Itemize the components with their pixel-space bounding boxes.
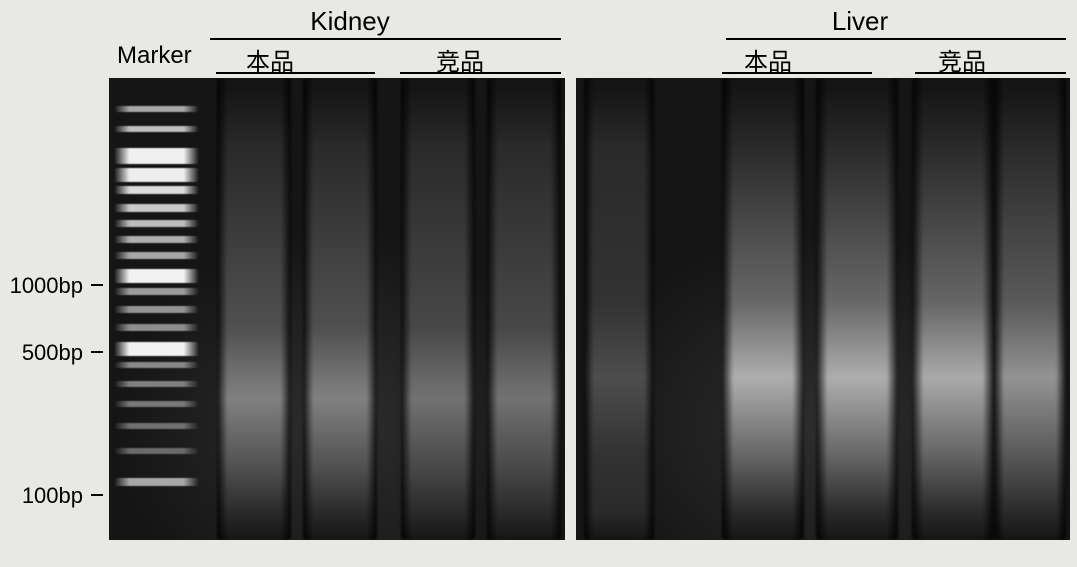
size-label-500bp: 500bp [22, 340, 83, 366]
ladder-band-3 [114, 168, 199, 182]
kidney-benpin-1-smear [217, 78, 291, 540]
ladder-band-12 [114, 324, 199, 331]
liver-jingpin-1-smear [912, 78, 994, 540]
ladder-band-4 [114, 186, 199, 194]
size-tick-1000bp [91, 284, 103, 286]
size-tick-100bp [91, 494, 103, 496]
ladder-band-2 [114, 148, 199, 164]
ladder-band-13 [114, 342, 199, 356]
ladder-band-11 [114, 306, 199, 313]
size-label-1000bp: 1000bp [10, 273, 83, 299]
ladder-band-0 [114, 106, 199, 112]
kidney-jingpin-2 [487, 78, 561, 540]
group-bar-liver-benpin [722, 72, 872, 74]
liver-benpin-1-smear [722, 78, 804, 540]
liver-benpin-2 [816, 78, 898, 540]
kidney-benpin-2 [303, 78, 377, 540]
tissue-label-liver: Liver [832, 6, 888, 37]
ladder-band-19 [114, 478, 199, 486]
ladder-band-17 [114, 423, 199, 429]
kidney-jingpin-2-smear [487, 78, 561, 540]
gel-panel-1 [576, 78, 1070, 540]
ladder-band-6 [114, 220, 199, 227]
liver-blank-smear [584, 78, 654, 540]
marker-lane [114, 78, 199, 540]
ladder-band-18 [114, 448, 199, 454]
group-bar-liver-jingpin [915, 72, 1066, 74]
tissue-label-kidney: Kidney [310, 6, 390, 37]
gel-panel-0 [109, 78, 565, 540]
ladder-band-5 [114, 204, 199, 212]
kidney-jingpin-1 [401, 78, 475, 540]
ladder-band-9 [114, 269, 199, 283]
tissue-bar-kidney [210, 38, 561, 40]
ladder-band-8 [114, 252, 199, 259]
marker-label: Marker [117, 42, 192, 70]
group-bar-kidney-jingpin [400, 72, 561, 74]
ladder-band-10 [114, 288, 199, 295]
liver-blank [584, 78, 654, 540]
size-tick-500bp [91, 351, 103, 353]
ladder-band-15 [114, 381, 199, 387]
ladder-band-16 [114, 401, 199, 407]
kidney-benpin-1 [217, 78, 291, 540]
kidney-jingpin-1-smear [401, 78, 475, 540]
ladder-band-7 [114, 236, 199, 243]
group-bar-kidney-benpin [216, 72, 375, 74]
ladder-band-1 [114, 126, 199, 132]
liver-jingpin-2-smear [994, 78, 1066, 540]
liver-benpin-1 [722, 78, 804, 540]
liver-benpin-2-smear [816, 78, 898, 540]
gel-figure: Kidney Liver Marker 本品 竞品 本品 竞品 1000bp 5… [0, 0, 1077, 567]
tissue-bar-liver [726, 38, 1066, 40]
liver-jingpin-1 [912, 78, 994, 540]
size-label-100bp: 100bp [22, 483, 83, 509]
ladder-band-14 [114, 362, 199, 368]
liver-jingpin-2 [994, 78, 1066, 540]
kidney-benpin-2-smear [303, 78, 377, 540]
